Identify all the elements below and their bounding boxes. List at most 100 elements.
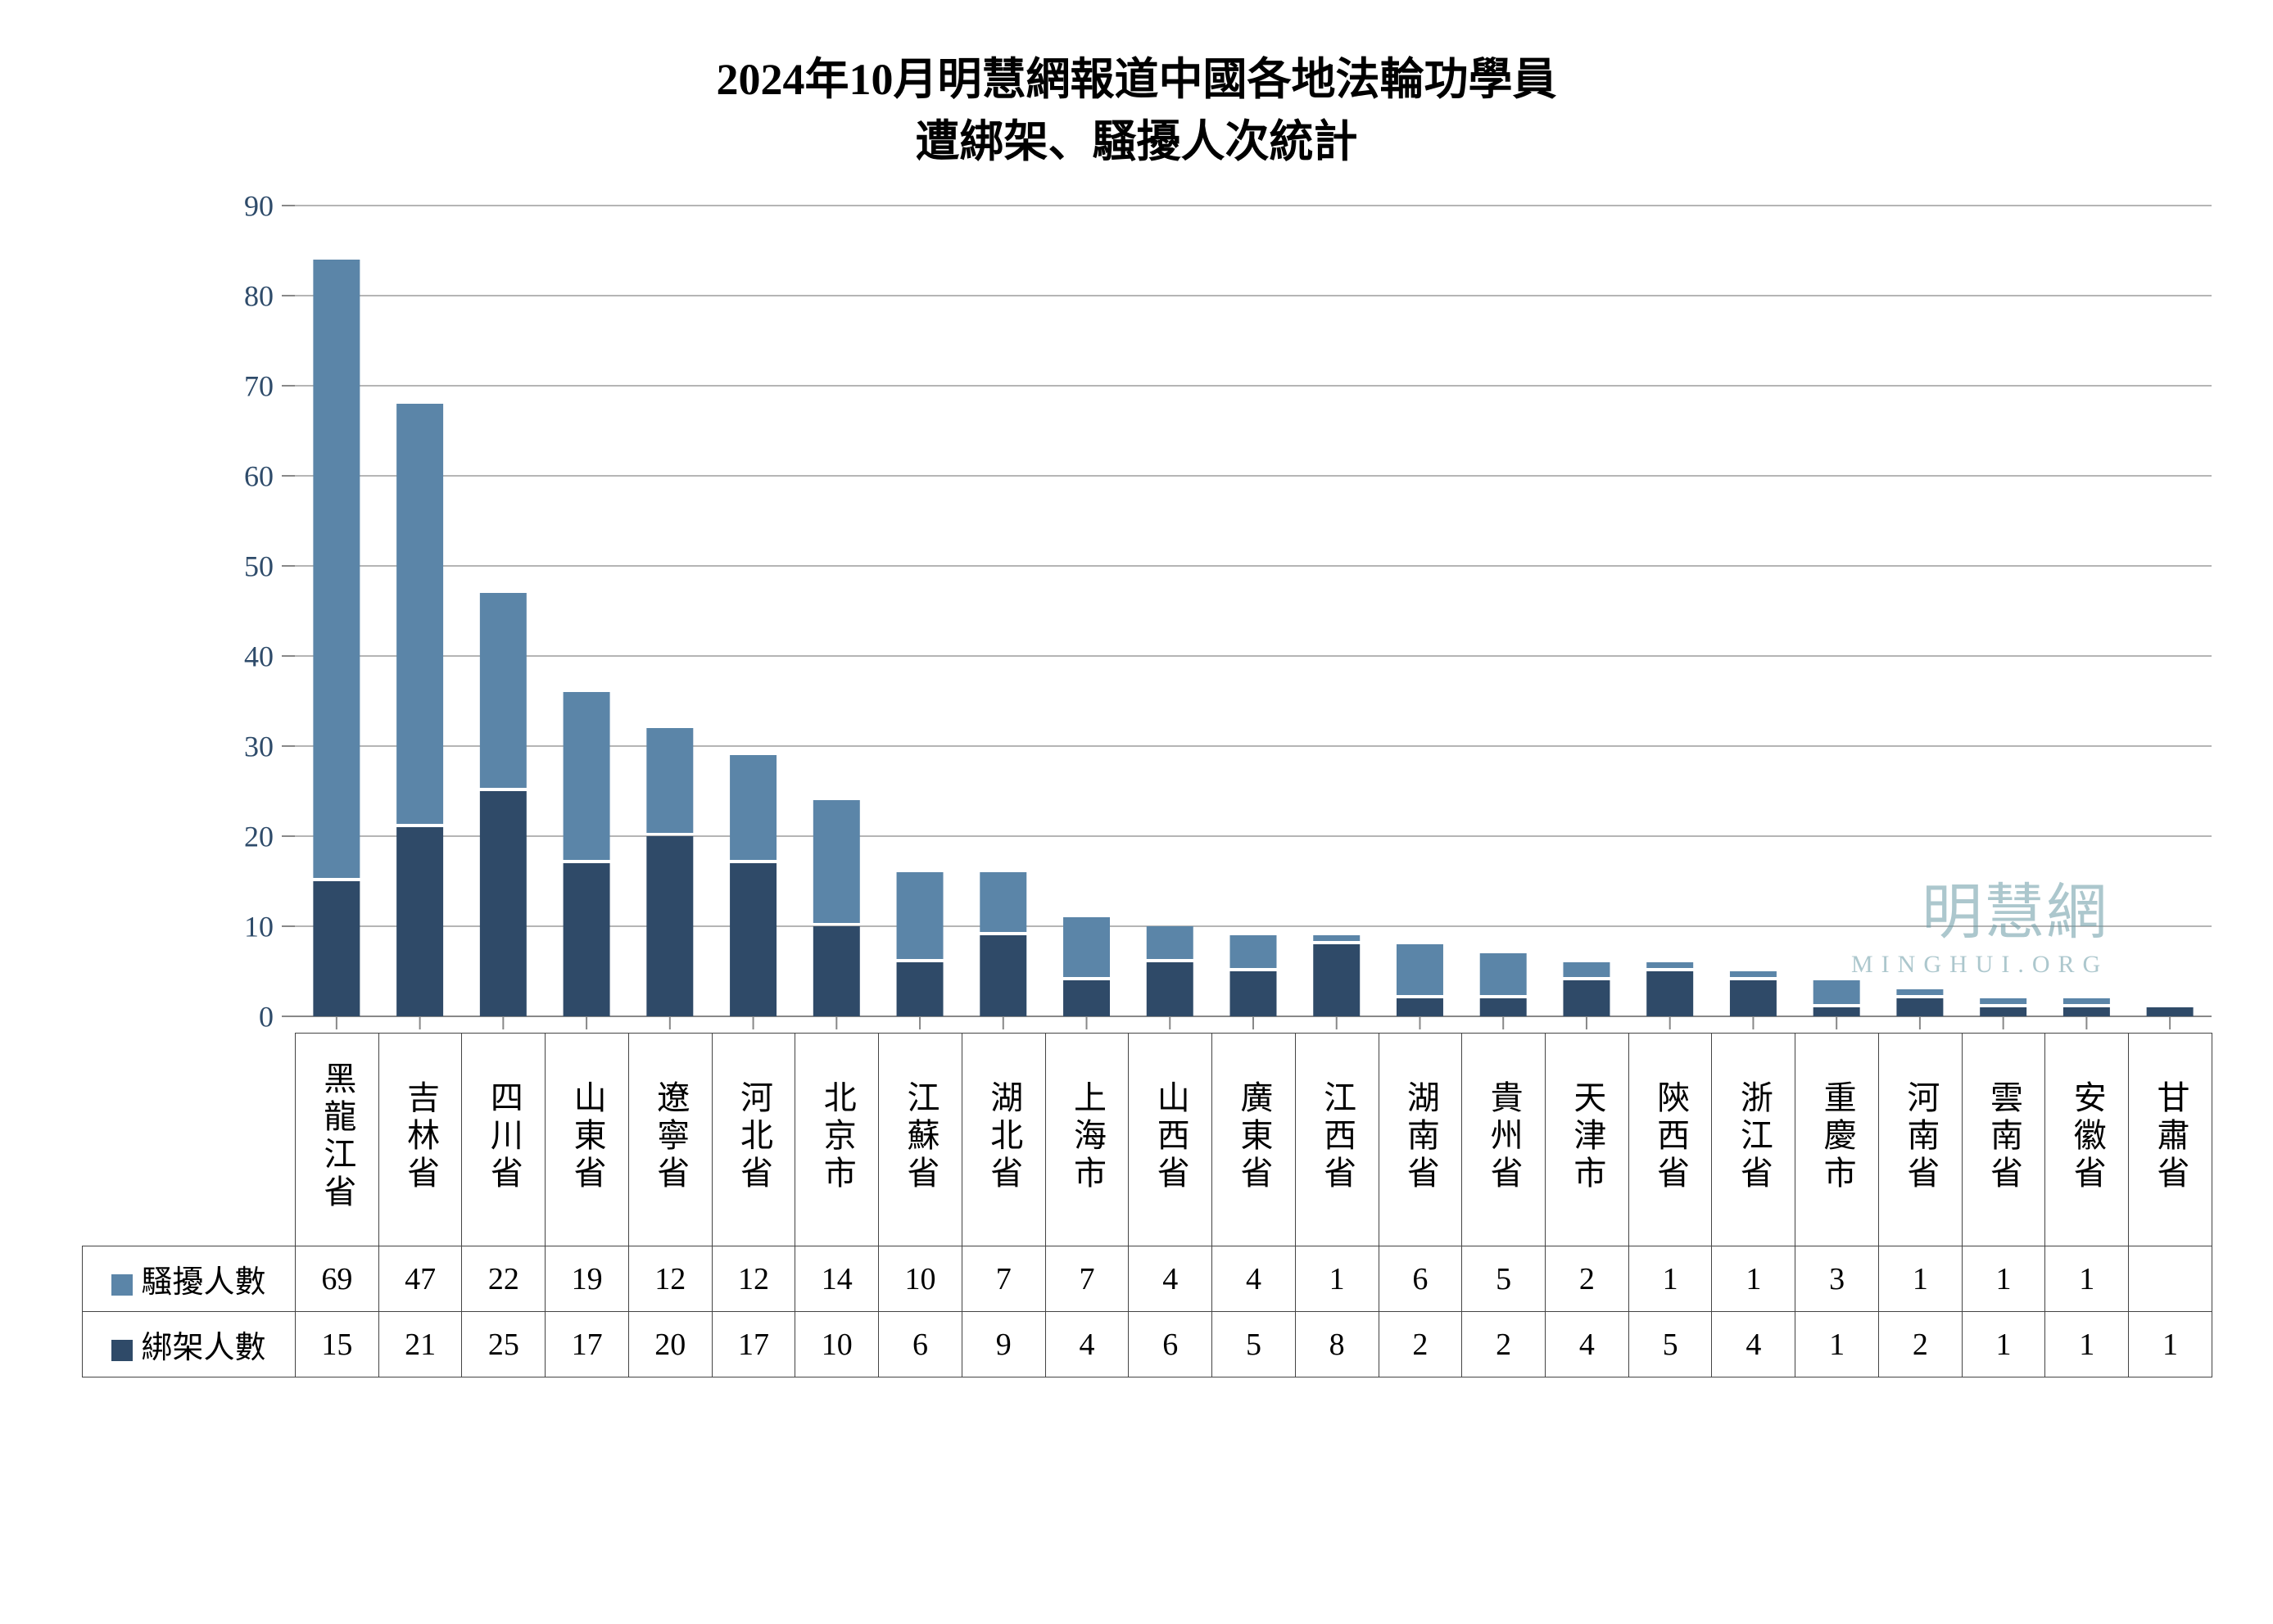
category-label: 吉林省 — [378, 1034, 462, 1246]
legend-swatch — [111, 1340, 133, 1361]
bar-segment-harass — [1646, 962, 1693, 968]
category-label: 河北省 — [712, 1034, 795, 1246]
data-cell: 10 — [795, 1312, 879, 1377]
data-cell: 17 — [546, 1312, 629, 1377]
bar-segment-harass — [480, 593, 527, 788]
bar-segment-kidnap — [1730, 980, 1777, 1016]
category-label: 廣東省 — [1212, 1034, 1296, 1246]
data-cell: 4 — [1546, 1312, 1629, 1377]
category-label: 湖南省 — [1379, 1034, 1462, 1246]
category-label: 安徽省 — [2045, 1034, 2129, 1246]
bar-segment-kidnap — [1896, 998, 1943, 1016]
data-cell: 1 — [1878, 1246, 1962, 1312]
y-tick-label: 10 — [244, 911, 274, 943]
category-label: 江西省 — [1295, 1034, 1379, 1246]
bar-segment-harass — [813, 800, 860, 923]
category-label: 江蘇省 — [879, 1034, 962, 1246]
data-cell: 2 — [1462, 1312, 1546, 1377]
y-tick-label: 20 — [244, 821, 274, 853]
data-table: 黑龍江省吉林省四川省山東省遼寧省河北省北京市江蘇省湖北省上海市山西省廣東省江西省… — [82, 1033, 2212, 1377]
data-cell: 20 — [628, 1312, 712, 1377]
series-name: 騷擾人數 — [141, 1265, 265, 1300]
bar-segment-kidnap — [2063, 1007, 2110, 1016]
bar-segment-harass — [1480, 953, 1527, 995]
bar-segment-harass — [1980, 998, 2026, 1004]
series-name: 綁架人數 — [141, 1331, 265, 1365]
category-label: 天津市 — [1546, 1034, 1629, 1246]
bar-segment-kidnap — [813, 926, 860, 1016]
data-cell: 1 — [2129, 1312, 2212, 1377]
category-label: 貴州省 — [1462, 1034, 1546, 1246]
category-label: 北京市 — [795, 1034, 879, 1246]
data-cell: 22 — [462, 1246, 546, 1312]
bar-segment-harass — [980, 872, 1026, 932]
category-label: 湖北省 — [962, 1034, 1045, 1246]
bar-segment-harass — [1397, 944, 1443, 995]
series-row-label: 綁架人數 — [83, 1312, 296, 1377]
data-cell: 1 — [1962, 1246, 2045, 1312]
data-cell: 6 — [879, 1312, 962, 1377]
chart-container: 0102030405060708090 明慧網 MINGHUI.ORG 黑龍江省… — [82, 189, 2191, 1377]
y-tick-label: 90 — [244, 190, 274, 223]
bar-segment-harass — [646, 728, 693, 833]
category-label: 黑龍江省 — [296, 1034, 379, 1246]
y-tick-label: 80 — [244, 280, 274, 313]
bar-segment-harass — [2063, 998, 2110, 1004]
y-tick-label: 0 — [259, 1001, 274, 1033]
bar-segment-kidnap — [980, 935, 1026, 1016]
data-cell: 5 — [1212, 1312, 1296, 1377]
data-cell: 4 — [1212, 1246, 1296, 1312]
data-cell: 3 — [1795, 1246, 1879, 1312]
y-tick-label: 70 — [244, 370, 274, 403]
y-tick-label: 30 — [244, 731, 274, 763]
data-cell: 47 — [378, 1246, 462, 1312]
bar-segment-kidnap — [2147, 1007, 2194, 1016]
bar-segment-kidnap — [1063, 980, 1110, 1016]
bar-segment-kidnap — [897, 962, 944, 1016]
category-label: 重慶市 — [1795, 1034, 1879, 1246]
data-cell: 15 — [296, 1312, 379, 1377]
bar-segment-kidnap — [1563, 980, 1610, 1016]
data-cell: 69 — [296, 1246, 379, 1312]
data-cell: 1 — [2045, 1246, 2129, 1312]
data-cell: 2 — [1878, 1312, 1962, 1377]
bar-segment-kidnap — [646, 836, 693, 1016]
bar-segment-kidnap — [313, 881, 360, 1016]
y-tick-label: 40 — [244, 640, 274, 673]
bar-segment-harass — [1230, 935, 1277, 968]
data-cell: 21 — [378, 1312, 462, 1377]
category-header-blank — [83, 1034, 296, 1246]
bar-segment-harass — [1730, 971, 1777, 977]
data-cell: 1 — [1295, 1246, 1379, 1312]
category-label: 山東省 — [546, 1034, 629, 1246]
bar-segment-kidnap — [1313, 944, 1360, 1016]
data-cell: 5 — [1462, 1246, 1546, 1312]
category-label: 河南省 — [1878, 1034, 1962, 1246]
data-cell: 14 — [795, 1246, 879, 1312]
bar-segment-harass — [1313, 935, 1360, 941]
data-cell: 4 — [1045, 1312, 1129, 1377]
series-row-label: 騷擾人數 — [83, 1246, 296, 1312]
category-label: 遼寧省 — [628, 1034, 712, 1246]
data-cell: 1 — [1712, 1246, 1795, 1312]
category-label: 雲南省 — [1962, 1034, 2045, 1246]
data-cell: 6 — [1379, 1246, 1462, 1312]
legend-swatch — [111, 1274, 133, 1296]
title-line-1: 2024年10月明慧網報道中國各地法輪功學員 — [82, 49, 2191, 111]
bar-segment-harass — [1896, 989, 1943, 995]
data-cell: 5 — [1628, 1312, 1712, 1377]
category-label: 上海市 — [1045, 1034, 1129, 1246]
bar-segment-harass — [313, 260, 360, 878]
category-label: 四川省 — [462, 1034, 546, 1246]
y-tick-label: 60 — [244, 460, 274, 493]
bar-segment-kidnap — [480, 791, 527, 1016]
bar-segment-harass — [396, 404, 443, 824]
category-label: 浙江省 — [1712, 1034, 1795, 1246]
data-cell: 1 — [1628, 1246, 1712, 1312]
bar-segment-harass — [730, 755, 777, 860]
bar-segment-kidnap — [1813, 1007, 1860, 1016]
category-label: 陝西省 — [1628, 1034, 1712, 1246]
data-cell: 2 — [1546, 1246, 1629, 1312]
data-cell: 2 — [1379, 1312, 1462, 1377]
data-cell: 12 — [712, 1246, 795, 1312]
